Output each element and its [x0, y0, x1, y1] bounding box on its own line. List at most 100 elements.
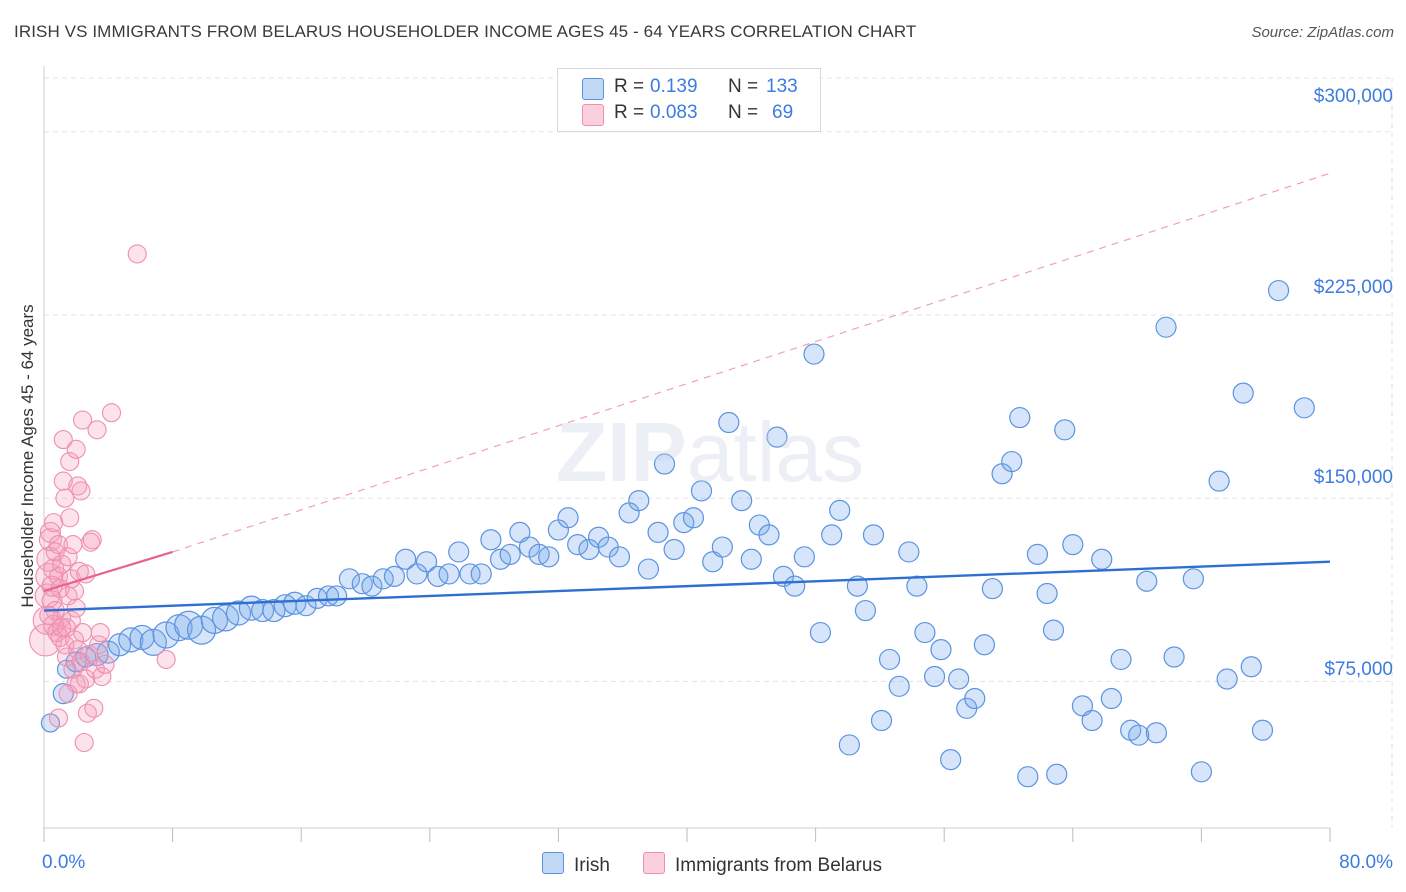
belarus-point	[73, 410, 93, 430]
belarus-point	[101, 403, 122, 423]
irish-point	[793, 546, 815, 568]
irish-point	[653, 453, 676, 475]
legend-n-value: 133	[766, 76, 798, 97]
y-tick-label-225000: $225,000	[1313, 277, 1393, 298]
irish-point	[784, 575, 806, 597]
belarus-point	[76, 669, 96, 689]
belarus-point	[60, 508, 80, 528]
legend-n-value: 69	[772, 102, 794, 123]
belarus-point	[127, 244, 147, 264]
irish-point	[682, 507, 705, 529]
irish-point	[973, 634, 995, 656]
irish-point	[711, 536, 733, 558]
belarus-point	[52, 554, 72, 574]
irish-point	[1232, 382, 1254, 404]
bottom-legend-irish: Irish	[542, 852, 610, 877]
axes	[43, 66, 1331, 842]
belarus-point	[53, 430, 73, 450]
irish-legend-icon	[542, 852, 564, 874]
belarus-point	[76, 564, 96, 584]
irish-point	[1190, 761, 1213, 783]
irish-point	[758, 524, 780, 546]
irish-point	[1267, 279, 1290, 302]
irish-point	[809, 621, 832, 644]
irish-point	[608, 546, 631, 568]
irish-point	[1145, 722, 1167, 744]
legend-r-value: 0.083	[650, 102, 698, 123]
irish-points	[40, 279, 1315, 788]
irish-point	[499, 543, 521, 565]
irish-point	[139, 628, 167, 656]
irish-point	[637, 558, 660, 580]
irish-point	[538, 546, 560, 568]
irish-point	[1136, 570, 1158, 592]
belarus-point	[61, 610, 81, 630]
irish-point	[395, 548, 417, 570]
irish-point	[1128, 724, 1150, 746]
source-label: Source: ZipAtlas.com	[1251, 24, 1394, 41]
irish-point	[338, 568, 361, 590]
legend-r-label: R =	[614, 102, 645, 123]
irish-point	[1091, 548, 1113, 570]
irish-point	[383, 565, 406, 587]
irish-point	[1046, 763, 1068, 785]
irish-point	[325, 585, 348, 607]
irish-point	[1071, 695, 1094, 717]
trend-lines	[43, 172, 1331, 612]
belarus-point	[56, 647, 77, 667]
irish-point	[1100, 687, 1122, 710]
irish-point	[838, 734, 860, 756]
irish-point	[846, 575, 868, 597]
belarus-point	[55, 488, 75, 508]
irish-point	[1062, 534, 1084, 556]
irish-point	[1163, 646, 1185, 668]
irish-point	[878, 648, 901, 671]
bottom-legend-irish-label: Irish	[574, 855, 610, 876]
belarus-point	[95, 654, 115, 674]
irish-point	[448, 541, 470, 563]
belarus-point	[156, 649, 176, 669]
irish-point	[766, 426, 788, 448]
irish-point	[1293, 397, 1315, 419]
irish-point	[740, 548, 762, 570]
watermark-bold: ZIP	[556, 405, 687, 499]
irish-point	[1001, 450, 1023, 473]
x-tick-label-max: 80.0%	[1339, 852, 1393, 873]
irish-point	[361, 575, 383, 597]
belarus-point	[48, 708, 69, 728]
irish-point	[829, 499, 851, 522]
belarus-point	[89, 635, 109, 655]
irish-point	[673, 512, 695, 534]
irish-point	[870, 709, 893, 732]
belarus-point	[77, 703, 97, 723]
irish-point	[1036, 582, 1058, 605]
irish-point	[489, 548, 512, 570]
bottom-legend-belarus: Immigrants from Belarus	[643, 852, 882, 877]
chart-title: IRISH VS IMMIGRANTS FROM BELARUS HOUSEHO…	[14, 22, 917, 41]
irish-point	[628, 490, 650, 512]
y-tick-label-75000: $75,000	[1324, 659, 1393, 680]
bottom-legend-belarus-label: Immigrants from Belarus	[675, 855, 882, 876]
irish-point	[930, 639, 952, 661]
irish-point	[1216, 668, 1238, 690]
belarus-point	[87, 420, 107, 440]
legend-r-label: R =	[614, 76, 645, 97]
x-tick-label-min: 0.0%	[42, 852, 86, 873]
watermark: ZIPatlas	[556, 404, 864, 501]
irish-point	[1042, 619, 1065, 641]
belarus-legend-icon	[643, 852, 665, 874]
legend-n-label: N =	[728, 76, 759, 97]
belarus-point	[74, 732, 94, 753]
irish-point	[906, 575, 928, 597]
irish-point	[731, 490, 753, 512]
irish-point	[854, 599, 877, 622]
irish-point	[923, 665, 946, 688]
irish-point	[964, 687, 986, 710]
irish-point	[647, 521, 669, 543]
irish-point	[888, 675, 910, 697]
irish-point	[225, 600, 252, 626]
legend-n-label: N =	[728, 102, 759, 123]
irish-point	[1208, 470, 1230, 492]
belarus-point	[52, 618, 72, 638]
